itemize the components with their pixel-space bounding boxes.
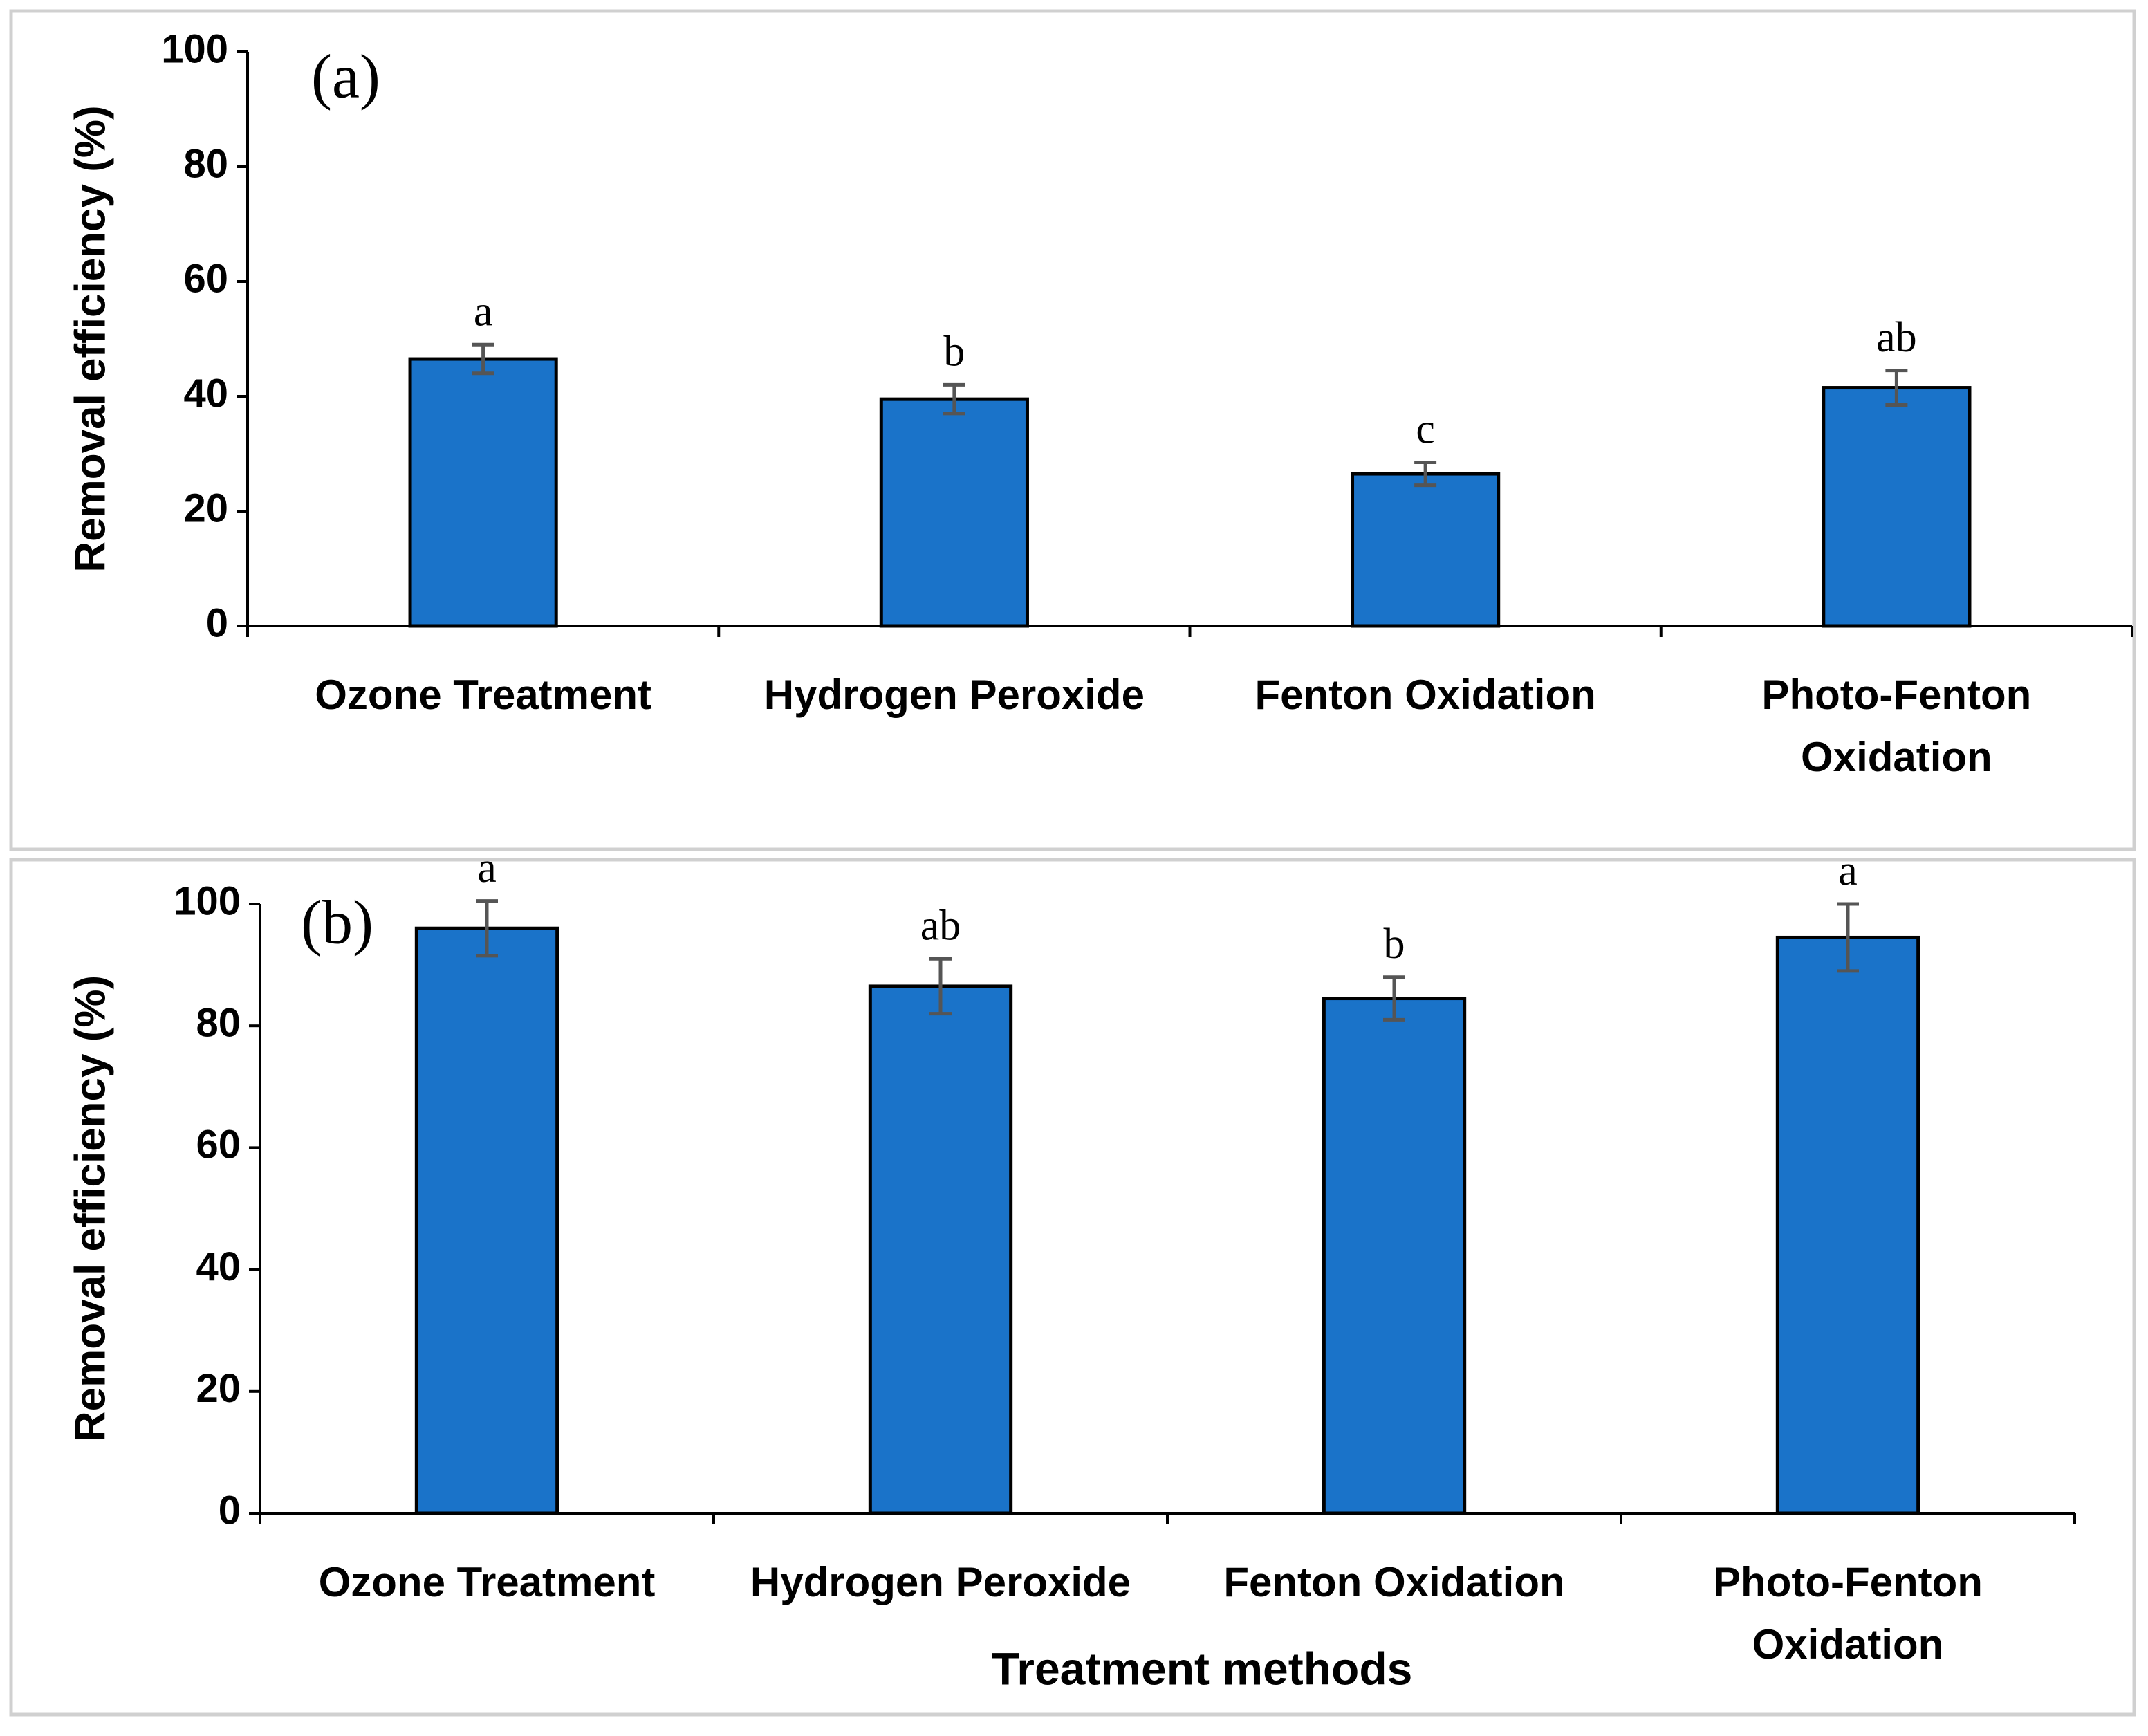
panel-frame (9, 9, 2136, 851)
significance-letter: b (943, 329, 965, 376)
bar (1322, 997, 1467, 1515)
significance-letter: ab (1876, 314, 1917, 361)
significance-letter: a (1838, 847, 1858, 894)
error-bar (943, 382, 965, 416)
y-tick-label: 100 (174, 878, 241, 923)
bar (879, 397, 1029, 628)
significance-letter: c (1416, 406, 1435, 453)
y-axis-label: Removal efficiency (%) (66, 105, 114, 572)
y-axis-label: Removal efficiency (%) (66, 975, 114, 1442)
y-tick-label: 40 (183, 371, 228, 416)
error-bar (929, 957, 952, 1016)
y-tick-label: 80 (196, 1001, 241, 1046)
bar (868, 984, 1013, 1515)
x-tick-label: Fenton Oxidation (1254, 672, 1596, 718)
x-tick-label: Hydrogen Peroxide (750, 1559, 1131, 1605)
error-bar (1383, 975, 1405, 1022)
y-tick-label: 60 (196, 1123, 241, 1167)
bar (408, 357, 558, 628)
error-bar (476, 899, 498, 958)
x-tick-label: Photo-Fenton Oxidation (1713, 1559, 1983, 1668)
bar (414, 926, 559, 1515)
y-tick-label: 0 (219, 1488, 241, 1533)
y-tick-label: 0 (206, 600, 228, 645)
y-tick-label: 80 (183, 141, 228, 186)
error-bar (1414, 460, 1437, 488)
x-tick-label: Ozone Treatment (315, 672, 652, 718)
y-tick-label: 100 (161, 26, 228, 71)
error-bar (1837, 902, 1859, 973)
x-axis-label: Treatment methods (992, 1643, 1413, 1694)
error-bar (472, 342, 494, 376)
panel-label: (b) (301, 889, 373, 957)
panel-label: (a) (311, 43, 380, 111)
bar (1775, 935, 1920, 1515)
significance-letter: b (1384, 921, 1405, 968)
significance-letter: ab (920, 903, 961, 950)
bar (1822, 386, 1972, 628)
significance-letter: a (477, 844, 497, 892)
y-tick-label: 20 (183, 486, 228, 530)
y-tick-label: 60 (183, 256, 228, 301)
y-tick-label: 20 (196, 1366, 241, 1411)
x-tick-label: Hydrogen Peroxide (763, 672, 1145, 718)
error-bar (1885, 369, 1908, 407)
bar (1351, 472, 1501, 628)
panel-frame (9, 858, 2136, 1717)
x-tick-label: Photo-Fenton Oxidation (1761, 672, 2032, 780)
x-tick-label: Ozone Treatment (318, 1559, 656, 1605)
significance-letter: a (474, 288, 493, 335)
x-tick-label: Fenton Oxidation (1223, 1559, 1565, 1605)
y-tick-label: 40 (196, 1244, 241, 1289)
